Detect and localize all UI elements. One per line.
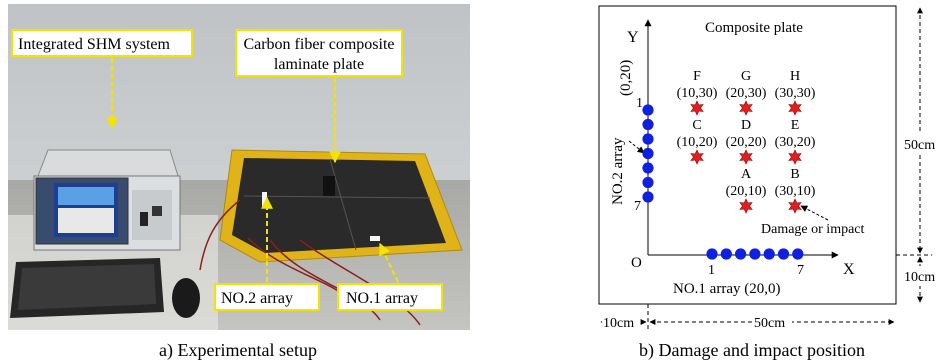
plate-outline: [598, 5, 897, 305]
damage-id-a: A: [741, 167, 752, 182]
damage-position-diagram: Composite plate Y X O 50cm 10cm 10cm 50c…: [598, 5, 942, 331]
damage-id-g: G: [741, 69, 751, 84]
callout-no2-array: [214, 283, 320, 311]
dim-bottom-main-label: 50cm: [754, 316, 785, 331]
no1-array-sensor: [749, 248, 761, 260]
no2-array-end-num: 7: [634, 199, 641, 214]
damage-id-d: D: [741, 118, 751, 133]
no2-array-pointer: [628, 140, 645, 154]
damage-coord-a: (20,10): [726, 184, 767, 199]
no2-array-sensor: [642, 133, 654, 145]
label-no1-array-photo: NO.1 array: [346, 290, 418, 307]
axis-y-label: Y: [627, 29, 639, 46]
no2-array-sensor: [642, 191, 654, 203]
no1-array-sensor: [720, 248, 732, 260]
composite-plate: [199, 149, 463, 326]
axis-x-label: X: [843, 261, 855, 278]
label-no2-array-photo: NO.2 array: [221, 290, 293, 307]
no2-array-sensor: [642, 176, 654, 189]
dim-right-top-label: 50cm: [904, 138, 935, 153]
no1-array-start-num: 1: [708, 263, 715, 278]
damage-pointer: [800, 205, 829, 221]
damage-marker-g: [739, 100, 753, 116]
shm-instrument: [33, 149, 181, 251]
damage-id-e: E: [791, 118, 800, 133]
mouse: [172, 278, 200, 318]
damage-label: Damage or impact: [761, 222, 865, 237]
no2-array-sensor: [642, 118, 654, 131]
label-plate-line1: Carbon fiber composite: [243, 36, 394, 53]
no2-array-label: NO.2 array: [610, 137, 626, 205]
damage-id-b: B: [790, 167, 799, 182]
origin-label: O: [631, 255, 642, 271]
dim-right-bottom-label: 10cm: [904, 270, 935, 285]
arrow-no1-array: [379, 242, 399, 283]
dim-bottom-left-label: 10cm: [603, 316, 634, 331]
callout-shm-system: [11, 29, 193, 57]
no1-array-sensor: [735, 248, 747, 260]
damage-marker-d: [739, 149, 753, 165]
damage-marker-e: [788, 149, 802, 165]
damage-marker-a: [739, 198, 753, 214]
damage-coord-c: (10,20): [677, 135, 718, 150]
no2-array-sensor: [642, 104, 654, 116]
damage-id-c: C: [692, 118, 701, 133]
damage-coord-d: (20,20): [726, 135, 767, 150]
no2-array-coord: (0,20): [618, 60, 634, 96]
caption-b: b) Damage and impact position: [639, 340, 865, 361]
damage-coord-g: (20,30): [726, 86, 767, 101]
label-shm-system: Integrated SHM system: [18, 36, 171, 53]
damage-coord-h: (30,30): [775, 86, 816, 101]
damage-id-h: H: [790, 69, 800, 84]
caption-a: a) Experimental setup: [159, 340, 317, 361]
dim-mask-bottom: [902, 266, 942, 286]
dim-mask-main: [752, 313, 792, 331]
damage-marker-b: [788, 198, 802, 214]
damage-coord-b: (30,10): [775, 184, 816, 199]
damage-marker-h: [788, 100, 802, 116]
damage-coord-e: (30,20): [775, 135, 816, 150]
no1-array-sensor: [792, 248, 804, 260]
callout-no1-array: [337, 283, 443, 311]
damage-id-f: F: [693, 69, 701, 84]
dim-mask-left: [602, 313, 640, 331]
no2-array-start-num: 1: [636, 96, 643, 111]
sensor-layer: [642, 104, 804, 260]
damage-marker-f: [690, 100, 704, 116]
no1-array-end-num: 7: [797, 263, 804, 278]
no2-array-sensor: [642, 162, 654, 174]
callout-plate: [235, 29, 403, 77]
no1-array-sensor: [706, 248, 718, 260]
no2-array-sensor: [642, 147, 654, 160]
no1-array-sensor: [777, 248, 790, 260]
label-plate-line2: laminate plate: [274, 56, 364, 73]
no1-array-sensor: [763, 248, 775, 260]
dim-mask-top: [902, 133, 942, 153]
damage-layer: F (10,30) G (20,30) H (30,30) C (10,20) D (20,20)…: [677, 69, 816, 214]
experimental-setup-photo: Integrated SHM system Carbon fiber compo…: [8, 4, 470, 330]
keyboard: [10, 258, 164, 318]
no1-array-label: NO.1 array (20,0): [673, 281, 780, 297]
damage-marker-c: [690, 149, 704, 165]
damage-coord-f: (10,30): [677, 86, 718, 101]
plate-label: Composite plate: [705, 20, 803, 36]
